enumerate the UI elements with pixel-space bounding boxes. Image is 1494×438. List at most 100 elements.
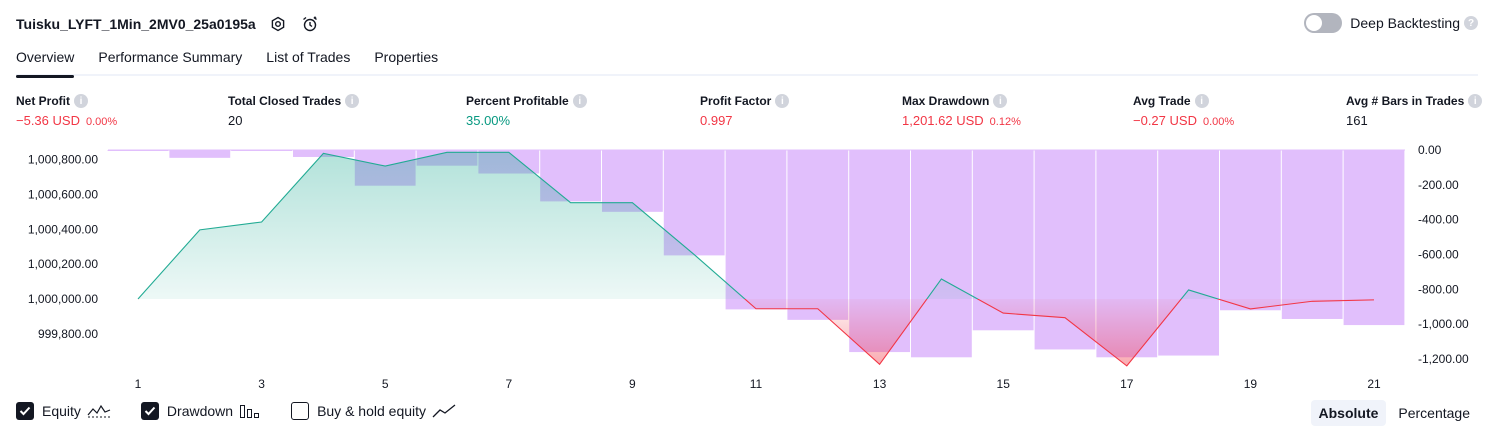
right-axis-tick: -600.00 — [1418, 248, 1459, 262]
metric-value: −5.36 USD — [16, 113, 80, 128]
x-axis-tick: 13 — [873, 377, 887, 391]
metric-avg-bars: Avg # Bars in Trades i 161 — [1346, 92, 1483, 128]
metric-total-closed-trades: Total Closed Trades i 20 — [228, 92, 360, 128]
metric-net-profit: Net Profit i −5.36 USD 0.00% — [16, 92, 117, 128]
metric-label: Max Drawdown — [902, 94, 990, 108]
strategy-header: Tuisku_LYFT_1Min_2MV0_25a0195a — [16, 12, 320, 36]
drawdown-bar — [787, 150, 849, 320]
percentage-button[interactable]: Percentage — [1398, 405, 1470, 421]
info-icon[interactable]: i — [1194, 94, 1209, 108]
toggle-knob — [1306, 15, 1323, 31]
drawdown-bar — [1281, 150, 1343, 319]
tab-list-of-trades[interactable]: List of Trades — [266, 49, 351, 65]
left-axis-tick: 1,000,600.00 — [28, 187, 98, 201]
absolute-button[interactable]: Absolute — [1310, 400, 1387, 426]
equity-checkbox[interactable] — [16, 402, 34, 420]
scale-mode-switch: Absolute Percentage — [1307, 400, 1479, 426]
info-icon[interactable]: i — [775, 94, 790, 108]
metric-percent-profitable: Percent Profitable i 35.00% — [466, 92, 587, 128]
metric-percent: 0.00% — [85, 116, 118, 128]
equity-area-negative — [138, 299, 1374, 366]
x-axis-tick: 5 — [382, 377, 389, 391]
x-axis-tick: 19 — [1244, 377, 1258, 391]
right-axis: 0.00 -200.00 -400.00 -600.00 -800.00 -1,000.0… — [1418, 143, 1469, 366]
drawdown-bar — [602, 150, 663, 212]
left-axis-tick: 1,000,200.00 — [28, 257, 98, 271]
tab-bar: Overview Performance Summary List of Tra… — [16, 44, 1478, 78]
x-axis-tick: 3 — [258, 377, 265, 391]
metric-avg-trade: Avg Trade i −0.27 USD 0.00% — [1133, 92, 1234, 128]
left-axis: 1,000,800.00 1,000,600.00 1,000,400.00 1,00… — [28, 153, 98, 341]
x-axis-tick: 9 — [629, 377, 636, 391]
metric-value: 161 — [1346, 113, 1368, 128]
buy-hold-line-icon — [432, 403, 456, 419]
drawdown-checkbox[interactable] — [140, 402, 159, 420]
info-icon[interactable]: i — [74, 94, 88, 108]
deep-backtesting-label: Deep Backtesting — [1350, 15, 1460, 31]
equity-line-icon — [87, 403, 111, 419]
left-axis-tick: 1,000,400.00 — [28, 222, 98, 236]
legend-equity[interactable]: Equity — [16, 402, 111, 420]
deep-backtesting: Deep Backtesting ? — [1304, 13, 1478, 33]
right-axis-tick: 0.00 — [1418, 143, 1442, 157]
help-icon[interactable]: ? — [1464, 16, 1478, 30]
equity-line-positive — [137, 151, 1220, 299]
tab-properties[interactable]: Properties — [374, 49, 439, 65]
metric-max-drawdown: Max Drawdown i 1,201.62 USD 0.12% — [902, 92, 1021, 128]
deep-backtesting-toggle[interactable] — [1304, 13, 1343, 33]
metric-label: Percent Profitable — [466, 94, 569, 108]
legend-buy-hold[interactable]: Buy & hold equity — [291, 402, 456, 420]
metric-label: Profit Factor — [700, 94, 772, 108]
right-axis-tick: -1,000.00 — [1418, 317, 1469, 331]
equity-drawdown-chart[interactable]: 1,000,800.00 1,000,600.00 1,000,400.00 1,00… — [0, 140, 1494, 395]
legend-buy-hold-label: Buy & hold equity — [317, 403, 427, 419]
x-axis-tick: 1 — [135, 377, 142, 391]
tab-overview[interactable]: Overview — [16, 44, 75, 78]
left-axis-tick: 999,800.00 — [38, 327, 98, 341]
x-axis-tick: 11 — [750, 377, 763, 391]
right-axis-tick: -1,200.00 — [1418, 352, 1469, 366]
x-axis: 1 3 5 7 9 11 13 15 17 19 21 — [135, 377, 1381, 391]
x-axis-tick: 7 — [505, 377, 512, 391]
right-axis-tick: -800.00 — [1418, 282, 1459, 296]
drawdown-bar — [1158, 150, 1219, 356]
settings-icon[interactable] — [268, 14, 288, 34]
strategy-title: Tuisku_LYFT_1Min_2MV0_25a0195a — [16, 16, 256, 32]
legend-drawdown[interactable]: Drawdown — [140, 402, 261, 420]
drawdown-bar — [911, 150, 972, 358]
metric-percent: 0.00% — [1202, 116, 1235, 128]
buy-hold-checkbox[interactable] — [291, 402, 310, 420]
info-icon[interactable]: i — [993, 94, 1008, 108]
drawdown-bar — [725, 150, 787, 310]
x-axis-tick: 21 — [1367, 377, 1381, 391]
metric-value: −0.27 USD — [1133, 113, 1197, 128]
tab-performance-summary[interactable]: Performance Summary — [98, 49, 243, 65]
info-icon[interactable]: i — [345, 94, 360, 108]
right-axis-tick: -400.00 — [1418, 213, 1459, 227]
metric-label: Total Closed Trades — [228, 94, 342, 108]
info-icon[interactable]: i — [572, 94, 587, 108]
metric-label: Avg # Bars in Trades — [1346, 94, 1465, 108]
equity-line-negative — [138, 299, 1375, 367]
metric-label: Net Profit — [16, 94, 70, 108]
x-axis-tick: 15 — [997, 377, 1011, 391]
metric-percent: 0.12% — [989, 116, 1021, 128]
metric-value: 20 — [228, 113, 243, 128]
right-axis-tick: -200.00 — [1418, 178, 1459, 192]
drawdown-bar — [1343, 150, 1405, 326]
metric-profit-factor: Profit Factor i 0.997 — [700, 92, 790, 128]
metric-value: 1,201.62 USD — [902, 113, 984, 128]
legend-equity-label: Equity — [42, 403, 81, 419]
drawdown-bars-icon — [239, 403, 261, 419]
alarm-clock-icon[interactable] — [300, 14, 320, 34]
metric-value: 0.997 — [700, 113, 733, 128]
chart-legend: Equity Drawdown Buy & hold equity — [16, 402, 486, 420]
x-axis-tick: 17 — [1120, 377, 1134, 391]
legend-drawdown-label: Drawdown — [166, 403, 234, 419]
left-axis-tick: 1,000,000.00 — [28, 292, 98, 306]
metric-label: Avg Trade — [1133, 94, 1191, 108]
equity-area-positive — [138, 152, 1374, 299]
info-icon[interactable]: i — [1468, 94, 1483, 108]
equity-series — [108, 149, 1405, 367]
metric-value: 35.00% — [466, 113, 511, 128]
